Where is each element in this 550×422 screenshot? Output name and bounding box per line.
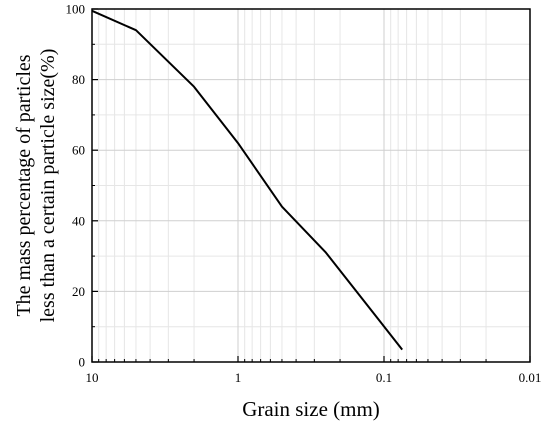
y-tick-labels: 0 20 40 60 80 100 [66, 2, 86, 370]
x-tick-label: 0.01 [519, 370, 542, 385]
x-tick-label: 10 [86, 370, 99, 385]
y-axis-title: The mass percentage of particles less tha… [13, 49, 59, 323]
y-tick-label: 60 [72, 143, 85, 158]
x-axis-title: Grain size (mm) [242, 397, 380, 421]
y-axis-title-line: The mass percentage of particles [13, 54, 35, 316]
series-group [91, 9, 403, 351]
y-tick-label: 40 [72, 213, 85, 228]
y-tick-label: 20 [72, 284, 85, 299]
series-line [91, 9, 403, 351]
grid-lines [91, 8, 531, 363]
x-tick-label: 1 [235, 370, 242, 385]
y-axis-title-line: less than a certain particle size(%) [37, 49, 59, 323]
y-tick-label: 0 [79, 355, 86, 370]
y-tick-label: 100 [66, 2, 86, 17]
y-tick-label: 80 [72, 72, 85, 87]
plot-frame [91, 8, 531, 363]
x-tick-label: 0.1 [376, 370, 392, 385]
x-tick-labels: 10 1 0.1 0.01 [86, 370, 542, 385]
